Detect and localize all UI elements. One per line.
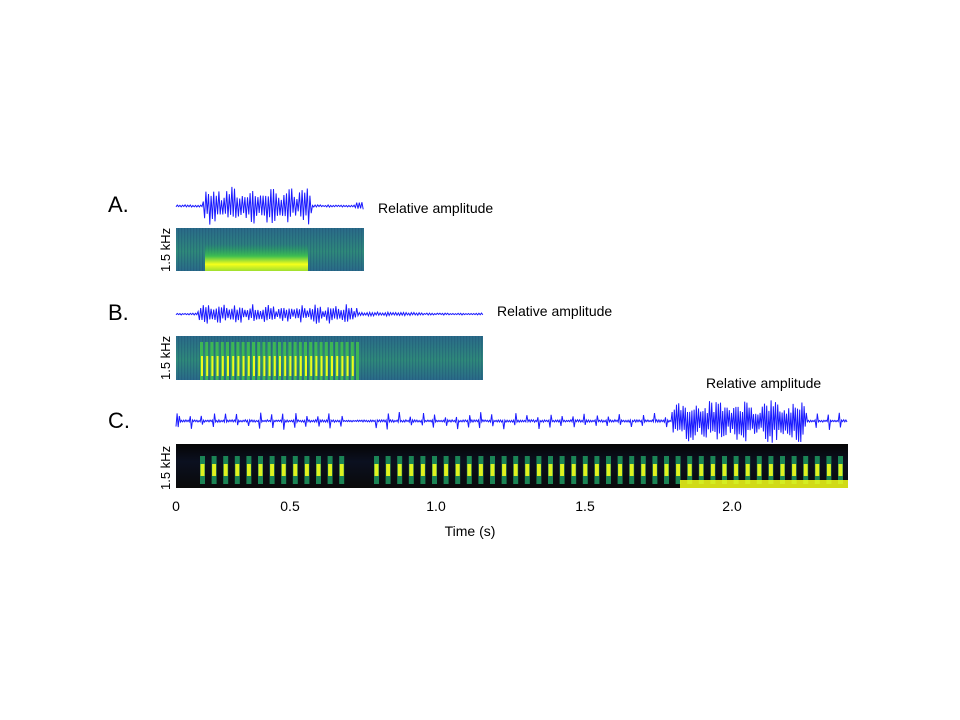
panel-a-waveform [175, 186, 364, 225]
panel-b-amplitude-label: Relative amplitude [497, 303, 612, 319]
panel-a: A. Relative amplitude 1.5 kHz [108, 186, 493, 272]
panel-c-label: C. [108, 408, 130, 433]
panel-b-label: B. [108, 300, 129, 325]
panel-a-label: A. [108, 192, 129, 217]
panel-a-frequency-label: 1.5 kHz [158, 228, 173, 272]
tick-label: 0 [172, 498, 180, 514]
tick-label: 1.0 [426, 498, 446, 514]
tick-label: 2.0 [722, 498, 742, 514]
panel-c-frequency-label: 1.5 kHz [158, 446, 173, 490]
panel-c: C. Relative amplitude 1.5 kHz [108, 375, 848, 490]
panel-a-spectrogram [176, 228, 364, 271]
panel-c-amplitude-label: Relative amplitude [706, 375, 821, 391]
panel-b-waveform [175, 304, 484, 324]
tick-label: 0.5 [280, 498, 300, 514]
panel-a-amplitude-label: Relative amplitude [378, 200, 493, 216]
time-axis-title: Time (s) [445, 523, 496, 539]
panel-b-spectrogram [176, 336, 483, 380]
panel-c-waveform [175, 400, 848, 443]
panel-b-frequency-label: 1.5 kHz [158, 336, 173, 380]
panel-b: B. Relative amplitude 1.5 kHz [108, 300, 612, 380]
time-axis: 0 0.5 1.0 1.5 2.0 Time (s) [172, 498, 742, 539]
panel-c-spectrogram [176, 444, 848, 488]
tick-label: 1.5 [575, 498, 595, 514]
